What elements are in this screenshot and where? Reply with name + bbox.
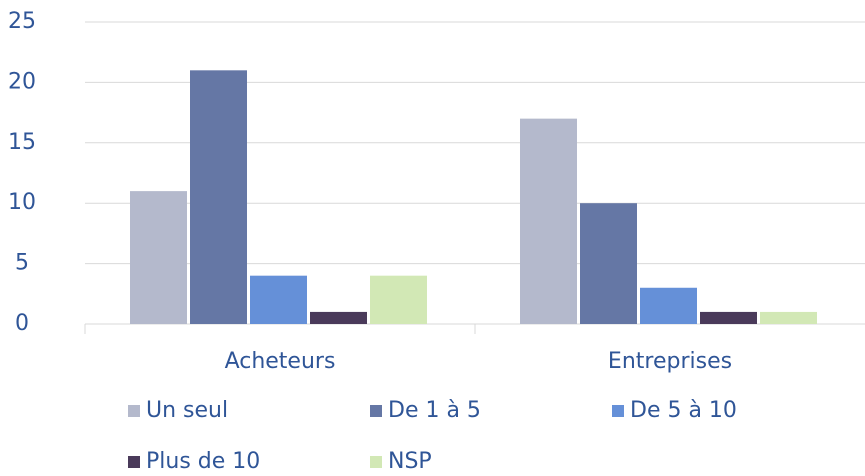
legend-label: NSP [388, 449, 432, 474]
legend-swatch [128, 456, 140, 468]
legend-label: De 5 à 10 [630, 398, 737, 423]
legend-swatch [370, 405, 382, 417]
bar [640, 287, 697, 324]
bar [580, 203, 637, 324]
y-tick-label: 25 [8, 9, 36, 34]
x-tick-label: Entreprises [608, 349, 732, 374]
bar [520, 118, 577, 324]
bar [130, 191, 187, 324]
y-tick-label: 15 [8, 130, 36, 155]
bar [760, 311, 817, 324]
legend-label: Un seul [146, 398, 228, 423]
legend-swatch [128, 405, 140, 417]
bar [310, 311, 367, 324]
x-tick-label: Acheteurs [225, 349, 336, 374]
bar [250, 275, 307, 324]
y-tick-label: 10 [8, 190, 36, 215]
legend-label: De 1 à 5 [388, 398, 481, 423]
legend-label: Plus de 10 [146, 449, 260, 474]
legend-swatch [370, 456, 382, 468]
y-tick-label: 20 [8, 69, 36, 94]
y-tick-label: 0 [15, 311, 29, 336]
bar [700, 311, 757, 324]
bar [190, 70, 247, 324]
bar [370, 275, 427, 324]
y-tick-label: 5 [15, 251, 29, 276]
legend-swatch [612, 405, 624, 417]
